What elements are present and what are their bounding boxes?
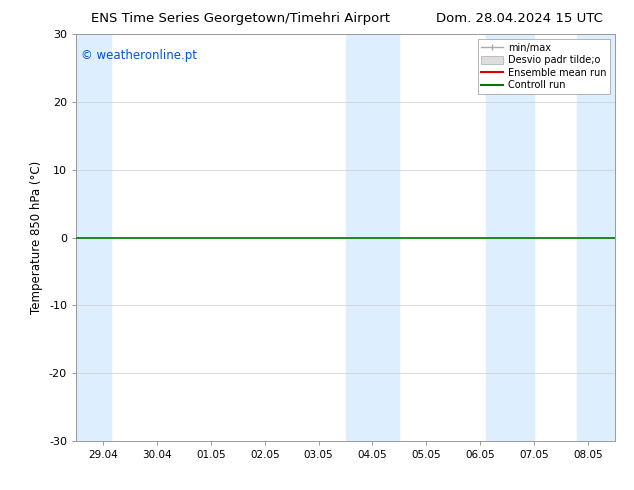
Legend: min/max, Desvio padr tilde;o, Ensemble mean run, Controll run: min/max, Desvio padr tilde;o, Ensemble m… <box>477 39 610 94</box>
Text: Dom. 28.04.2024 15 UTC: Dom. 28.04.2024 15 UTC <box>436 12 604 25</box>
Bar <box>578 34 615 441</box>
Y-axis label: Temperature 850 hPa (°C): Temperature 850 hPa (°C) <box>30 161 43 314</box>
Bar <box>76 34 111 441</box>
Text: © weatheronline.pt: © weatheronline.pt <box>81 49 197 62</box>
Text: ENS Time Series Georgetown/Timehri Airport: ENS Time Series Georgetown/Timehri Airpo… <box>91 12 391 25</box>
Bar <box>346 34 399 441</box>
Bar <box>486 34 534 441</box>
